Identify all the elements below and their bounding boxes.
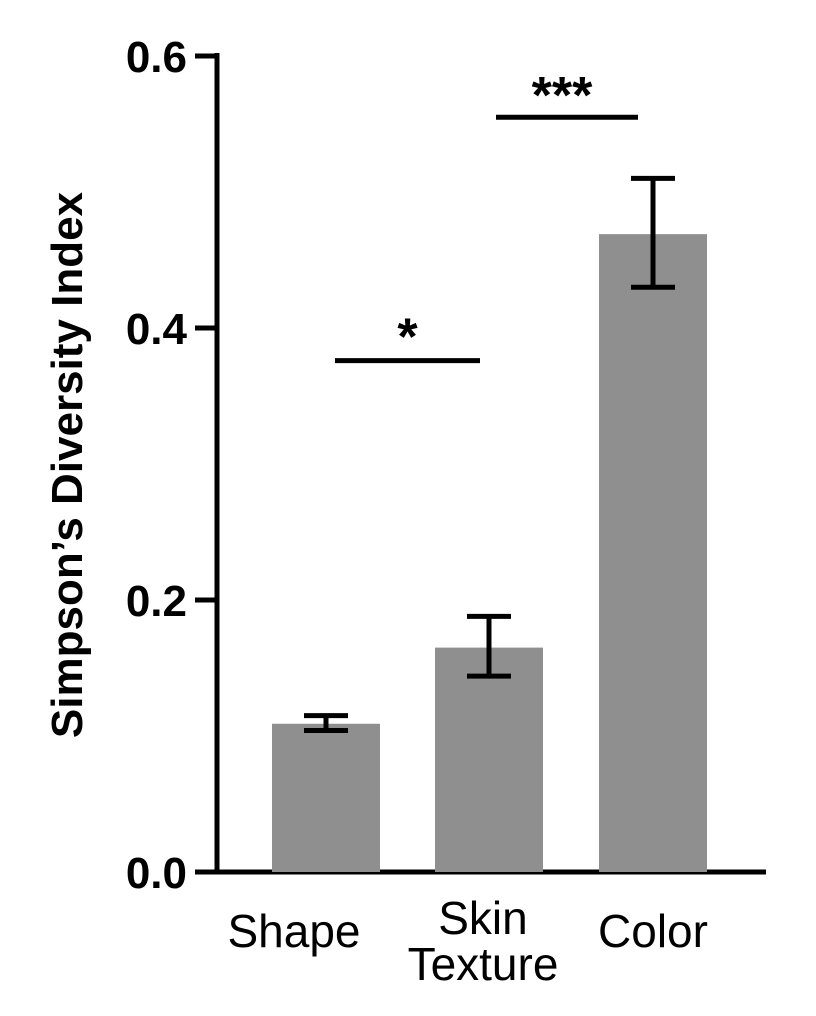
y-tick-label: 0.6: [126, 33, 187, 82]
x-tick-label-line: Skin: [438, 892, 527, 944]
significance-label: ***: [532, 67, 593, 125]
bar: [272, 723, 380, 872]
bar: [599, 234, 707, 872]
significance-markers: ****: [335, 67, 638, 367]
bars: [272, 234, 707, 872]
significance-label: *: [397, 309, 418, 367]
y-tick-label: 0.0: [126, 849, 187, 898]
x-tick-label: Color: [598, 905, 708, 957]
x-tick-label: Skin Texture: [408, 892, 559, 990]
y-axis-label: Simpson’s Diversity Index: [43, 191, 92, 738]
error-bars: [304, 175, 675, 734]
bar: [435, 647, 543, 872]
y-axis-ticks: 0.0 0.2 0.4 0.6: [126, 33, 217, 898]
x-tick-label: Shape: [227, 905, 360, 957]
x-axis-labels: Shape Skin Texture Color: [227, 892, 707, 990]
y-tick-label: 0.2: [126, 577, 187, 626]
x-tick-label-line: Texture: [408, 938, 559, 990]
y-tick-label: 0.4: [126, 305, 188, 354]
